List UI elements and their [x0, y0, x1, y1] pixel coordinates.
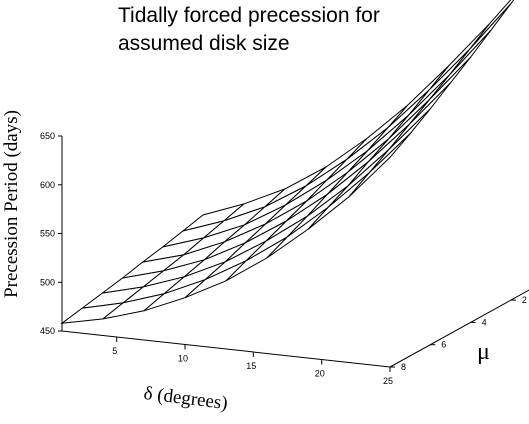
y-tick-label: 6: [441, 340, 446, 350]
surface-cell: [348, 133, 411, 198]
chart-title: Tidally forced precession for assumed di…: [118, 2, 380, 58]
x-tick-label: 20: [315, 369, 325, 379]
x-axis-label: δ (degrees): [143, 383, 229, 414]
y-tick-label: 8: [401, 362, 406, 372]
tick-labels: 450 500 550 600 650 5 10 15 20 25 2 4 6 8: [40, 131, 527, 386]
z-tick-label: 450: [40, 326, 55, 336]
chart-title-line-2: assumed disk size: [118, 32, 290, 55]
surface-cell: [388, 74, 451, 140]
surface-cell: [449, 3, 512, 76]
surface-cell: [408, 48, 471, 116]
x-tick-label: 5: [112, 346, 117, 356]
z-tick-label: 600: [40, 180, 55, 190]
surface-mesh: [60, 0, 515, 324]
y-tick-label: 4: [482, 317, 487, 327]
surface-cell: [428, 22, 491, 91]
surface-cell: [409, 56, 471, 125]
surface-cell: [429, 30, 492, 100]
y-axis-label: μ: [477, 339, 490, 365]
x-tick-label: 10: [178, 354, 188, 364]
x-axis-line: [61, 330, 391, 368]
z-tick-label: 650: [40, 131, 55, 141]
x-tick-label: 25: [383, 376, 393, 386]
z-tick-label: 500: [40, 277, 55, 287]
chart-title-line-1: Tidally forced precession for: [118, 4, 380, 27]
z-tick-label: 550: [40, 229, 55, 239]
axes-frame: [58, 135, 529, 372]
z-axis-label: Precession Period (days): [1, 110, 22, 298]
x-tick-label: 15: [246, 361, 256, 371]
y-tick-label: 2: [522, 295, 527, 305]
y-axis-line: [389, 289, 529, 368]
